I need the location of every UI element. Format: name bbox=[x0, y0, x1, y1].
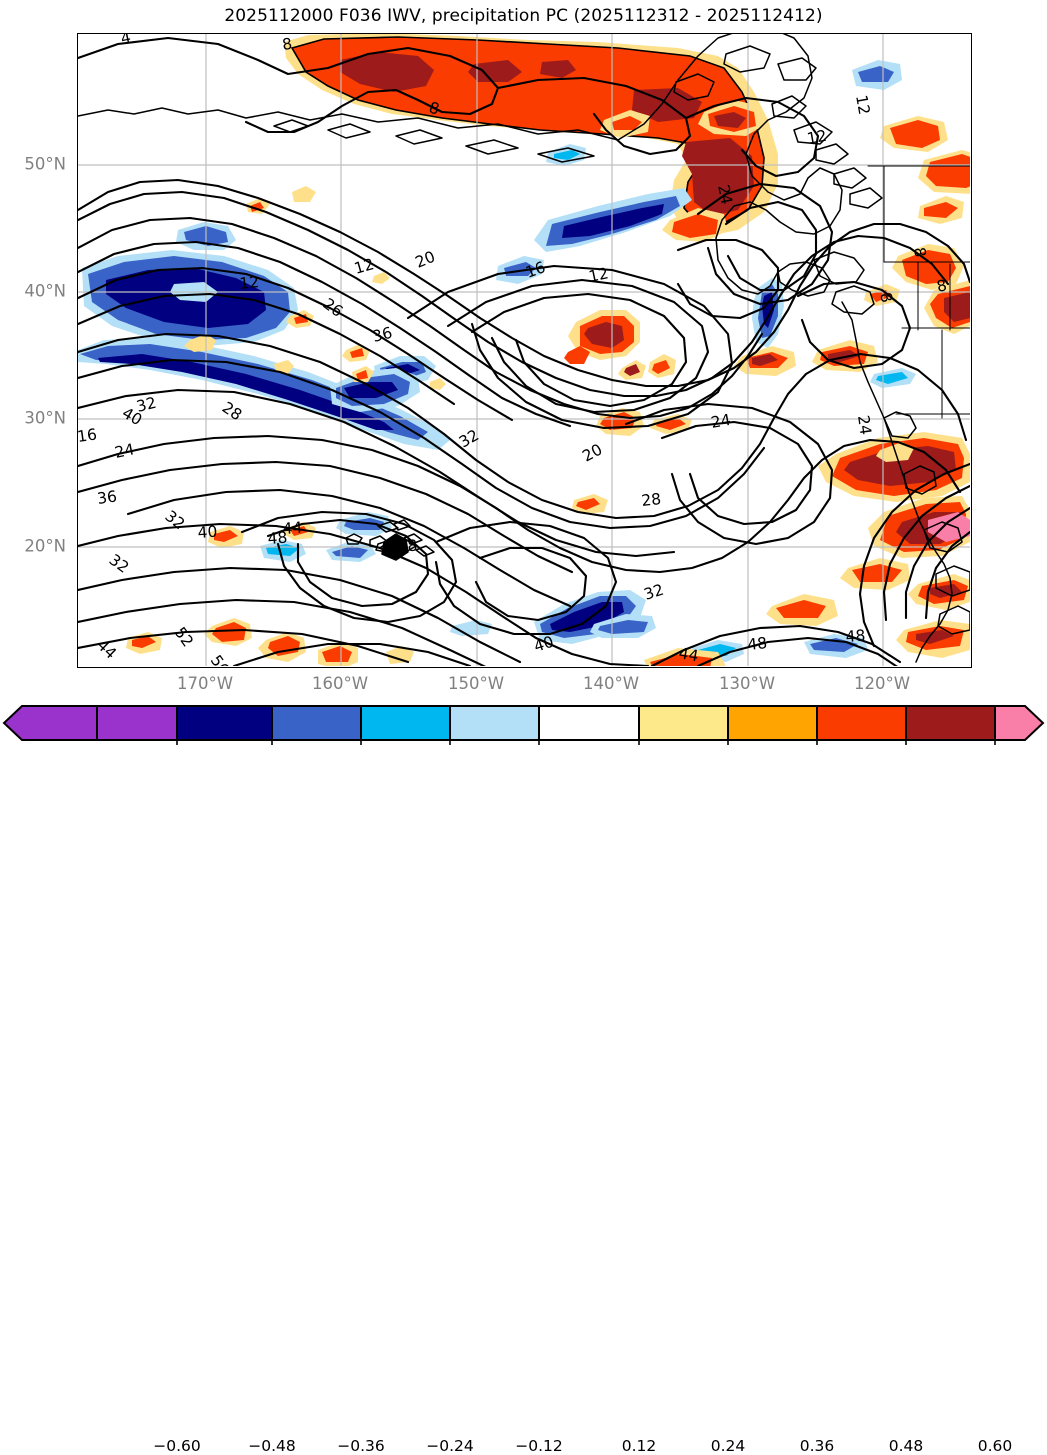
svg-text:48: 48 bbox=[267, 529, 288, 548]
svg-text:16: 16 bbox=[523, 258, 548, 282]
svg-text:8: 8 bbox=[910, 246, 929, 258]
svg-text:28: 28 bbox=[219, 398, 245, 424]
map-gridlines bbox=[78, 34, 970, 666]
svg-text:8: 8 bbox=[427, 99, 441, 119]
colorbar-tick-0-24: 0.24 bbox=[710, 1437, 746, 1455]
xtick-label-120w: 120°W bbox=[853, 674, 911, 693]
svg-text:12: 12 bbox=[352, 255, 376, 278]
svg-text:26: 26 bbox=[320, 295, 347, 321]
svg-text:32: 32 bbox=[642, 581, 666, 604]
svg-text:28: 28 bbox=[641, 490, 663, 510]
svg-text:8: 8 bbox=[876, 291, 896, 305]
svg-text:24: 24 bbox=[113, 440, 136, 462]
svg-text:44: 44 bbox=[282, 519, 303, 538]
xtick-label-150w: 150°W bbox=[447, 674, 505, 693]
ytick-label-30n: 30°N bbox=[24, 408, 66, 428]
colorbar[interactable]: −0.60 −0.48 −0.36 −0.24 −0.12 0.12 0.24 … bbox=[0, 700, 1047, 1455]
svg-text:36: 36 bbox=[371, 324, 395, 346]
svg-text:32: 32 bbox=[162, 507, 189, 533]
svg-text:48: 48 bbox=[845, 627, 866, 646]
svg-text:24: 24 bbox=[710, 411, 733, 432]
svg-text:16: 16 bbox=[78, 425, 98, 446]
colorbar-tick-0-48: 0.48 bbox=[888, 1437, 924, 1455]
map-plot-area[interactable]: 4 8 8 12 12 24 12 12 16 12 20 26 36 8 8 … bbox=[77, 33, 972, 668]
colorbar-tick--0-60: −0.60 bbox=[153, 1437, 201, 1455]
svg-text:24: 24 bbox=[854, 414, 875, 436]
colorbar-tick--0-48: −0.48 bbox=[248, 1437, 296, 1455]
svg-text:52: 52 bbox=[171, 624, 197, 651]
svg-text:12: 12 bbox=[239, 273, 261, 293]
svg-text:4: 4 bbox=[119, 34, 132, 48]
svg-text:8: 8 bbox=[935, 276, 948, 296]
page-title: 2025112000 F036 IWV, precipitation PC (2… bbox=[224, 6, 823, 26]
shaded-anomaly-field bbox=[78, 34, 970, 666]
colorbar-tick--0-24: −0.24 bbox=[426, 1437, 474, 1455]
svg-text:44: 44 bbox=[677, 644, 700, 665]
ytick-label-40n: 40°N bbox=[24, 281, 66, 301]
colorbar-tick-0-60: 0.60 bbox=[977, 1437, 1013, 1455]
svg-text:36: 36 bbox=[96, 487, 118, 508]
svg-text:12: 12 bbox=[806, 127, 829, 148]
svg-text:48: 48 bbox=[747, 634, 769, 654]
svg-text:24: 24 bbox=[714, 183, 736, 206]
colorbar-swatches bbox=[2, 705, 1045, 745]
svg-text:12: 12 bbox=[587, 264, 610, 286]
svg-text:28: 28 bbox=[397, 537, 418, 556]
svg-text:20: 20 bbox=[413, 248, 438, 272]
iwv-contours bbox=[78, 36, 970, 666]
colorbar-tick--0-12: −0.12 bbox=[515, 1437, 563, 1455]
svg-text:12: 12 bbox=[852, 94, 873, 117]
svg-text:20: 20 bbox=[579, 440, 605, 465]
colorbar-tick-0-12: 0.12 bbox=[621, 1437, 657, 1455]
map-canvas: 4 8 8 12 12 24 12 12 16 12 20 26 36 8 8 … bbox=[78, 34, 970, 666]
colorbar-tick--0-36: −0.36 bbox=[337, 1437, 385, 1455]
colorbar-tick-0-36: 0.36 bbox=[799, 1437, 835, 1455]
ytick-label-20n: 20°N bbox=[24, 536, 66, 556]
svg-text:40: 40 bbox=[197, 523, 218, 542]
coastlines bbox=[78, 34, 970, 663]
xtick-label-170w: 170°W bbox=[176, 674, 234, 693]
ytick-label-50n: 50°N bbox=[24, 154, 66, 174]
svg-text:8: 8 bbox=[281, 35, 293, 54]
svg-text:56: 56 bbox=[207, 652, 233, 666]
xtick-label-140w: 140°W bbox=[582, 674, 640, 693]
svg-text:32: 32 bbox=[106, 551, 133, 577]
xtick-label-160w: 160°W bbox=[311, 674, 369, 693]
xtick-label-130w: 130°W bbox=[718, 674, 776, 693]
svg-text:40: 40 bbox=[532, 633, 556, 656]
svg-text:32: 32 bbox=[135, 394, 159, 416]
